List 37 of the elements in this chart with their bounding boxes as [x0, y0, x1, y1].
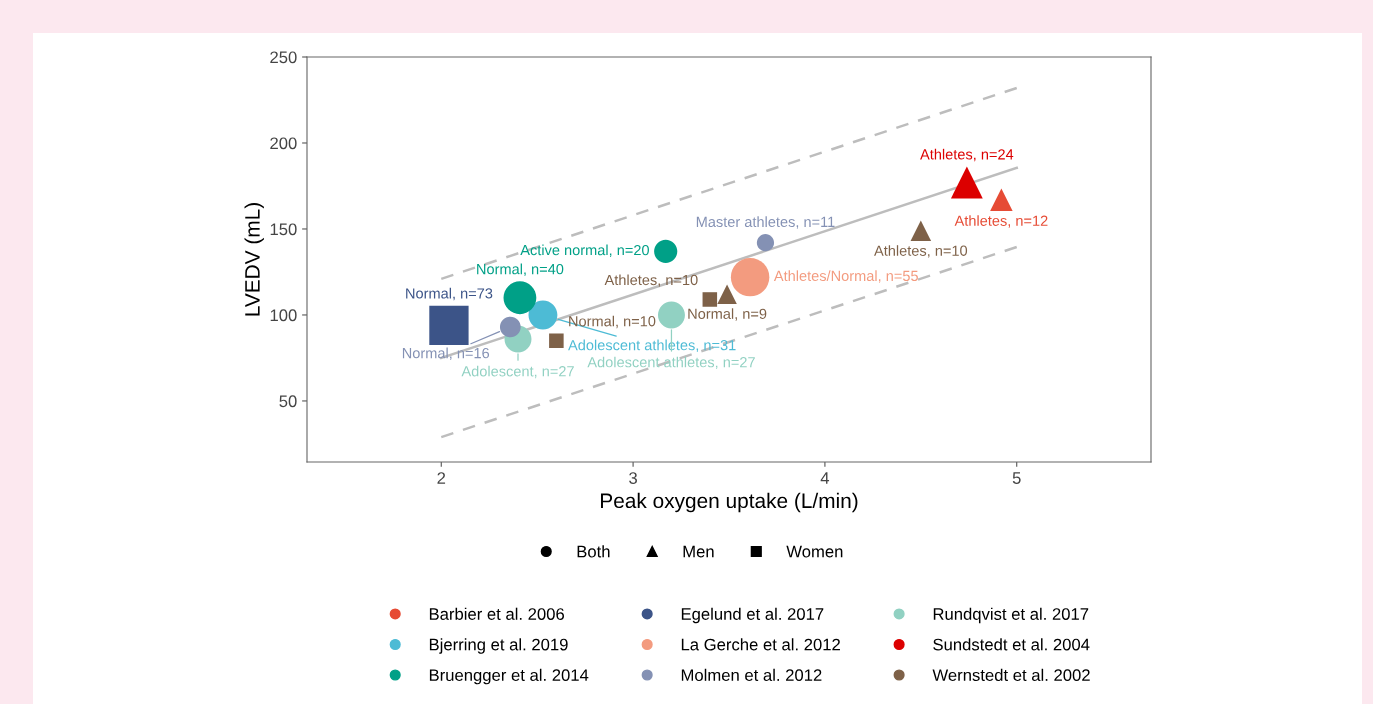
annotation: Adolescent, n=27 [461, 365, 574, 379]
annotation: Normal, n=40 [477, 263, 564, 276]
y-tick-label: 200 [270, 137, 297, 150]
legend-label: Bruengger et al. 2014 [429, 668, 589, 685]
y-tick-label: 150 [270, 223, 297, 236]
legend-label: La Gerche et al. 2012 [681, 638, 840, 651]
x-tick-label: 2 [437, 472, 446, 484]
legend-label: Women [786, 545, 843, 558]
annotation: Athletes, n=10 [604, 274, 698, 287]
legend-label: Rundqvist et al. 2017 [933, 607, 1089, 624]
legend-label: Both [577, 545, 610, 558]
x-tick-label: 3 [629, 472, 637, 484]
x-axis-title: Peak oxygen uptake (L/min) [601, 492, 858, 513]
annotation: Normal, n=16 [402, 347, 490, 361]
legend-label: Men [683, 545, 714, 558]
legend-label: Wernstedt et al. 2002 [932, 668, 1090, 682]
legend-label: Bjerring et al. 2019 [429, 638, 568, 654]
y-axis-title: LVEDV (mL) [244, 203, 264, 316]
x-tick-label: 5 [1012, 472, 1021, 484]
annotation: Adolescent athletes, n=27 [587, 356, 755, 370]
y-tick-label: 250 [270, 51, 297, 64]
annotation: Athletes, n=24 [920, 148, 1014, 162]
annotation: Athletes, n=12 [954, 215, 1048, 228]
legend-label: Barbier et al. 2006 [429, 607, 565, 620]
annotation: Athletes/Normal, n=55 [773, 270, 918, 283]
legend-label: Sundstedt et al. 2004 [933, 638, 1090, 651]
annotation: Athletes, n=10 [874, 245, 968, 258]
x-tick-label: 4 [820, 472, 830, 484]
legend-label: Molmen et al. 2012 [681, 668, 822, 682]
y-tick-label: 100 [270, 309, 297, 322]
legend-label: Egelund et al. 2017 [681, 607, 824, 624]
y-tick-label: 50 [279, 395, 297, 408]
annotation: Normal, n=10 [569, 315, 656, 329]
annotation: Normal, n=73 [406, 287, 493, 301]
annotation: Master athletes, n=11 [696, 216, 835, 229]
annotation: Active normal, n=20 [520, 244, 649, 257]
annotation: Normal, n=9 [688, 308, 767, 321]
